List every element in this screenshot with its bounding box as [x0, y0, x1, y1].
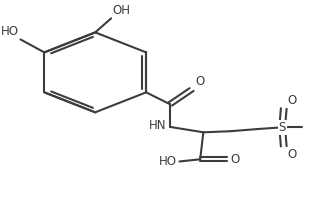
Text: O: O [287, 148, 296, 161]
Text: S: S [279, 121, 286, 134]
Text: O: O [287, 94, 296, 107]
Text: OH: OH [113, 4, 131, 17]
Text: O: O [230, 153, 240, 166]
Text: HO: HO [1, 25, 19, 38]
Text: HN: HN [149, 119, 166, 132]
Text: O: O [196, 75, 205, 88]
Text: HO: HO [159, 155, 177, 168]
